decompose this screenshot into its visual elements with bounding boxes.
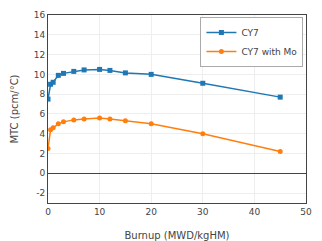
svg-text:6: 6 bbox=[39, 109, 45, 119]
svg-text:Burnup (MWD/kgHM): Burnup (MWD/kgHM) bbox=[124, 230, 229, 241]
svg-text:MTC (pcm/°C): MTC (pcm/°C) bbox=[9, 74, 20, 143]
svg-text:12: 12 bbox=[34, 50, 45, 60]
svg-text:-2: -2 bbox=[36, 188, 45, 198]
svg-text:0: 0 bbox=[39, 168, 45, 178]
svg-text:CY7 with Mo: CY7 with Mo bbox=[241, 47, 297, 57]
svg-text:8: 8 bbox=[39, 89, 45, 99]
svg-text:10: 10 bbox=[94, 207, 106, 217]
svg-text:10: 10 bbox=[34, 70, 46, 80]
svg-text:4: 4 bbox=[39, 129, 45, 139]
svg-text:CY7: CY7 bbox=[241, 28, 258, 38]
svg-text:50: 50 bbox=[300, 207, 312, 217]
svg-text:2: 2 bbox=[39, 149, 45, 159]
svg-text:14: 14 bbox=[34, 30, 46, 40]
svg-text:20: 20 bbox=[145, 207, 157, 217]
svg-text:16: 16 bbox=[34, 10, 46, 20]
svg-text:0: 0 bbox=[45, 207, 51, 217]
svg-text:40: 40 bbox=[249, 207, 261, 217]
svg-text:30: 30 bbox=[197, 207, 209, 217]
